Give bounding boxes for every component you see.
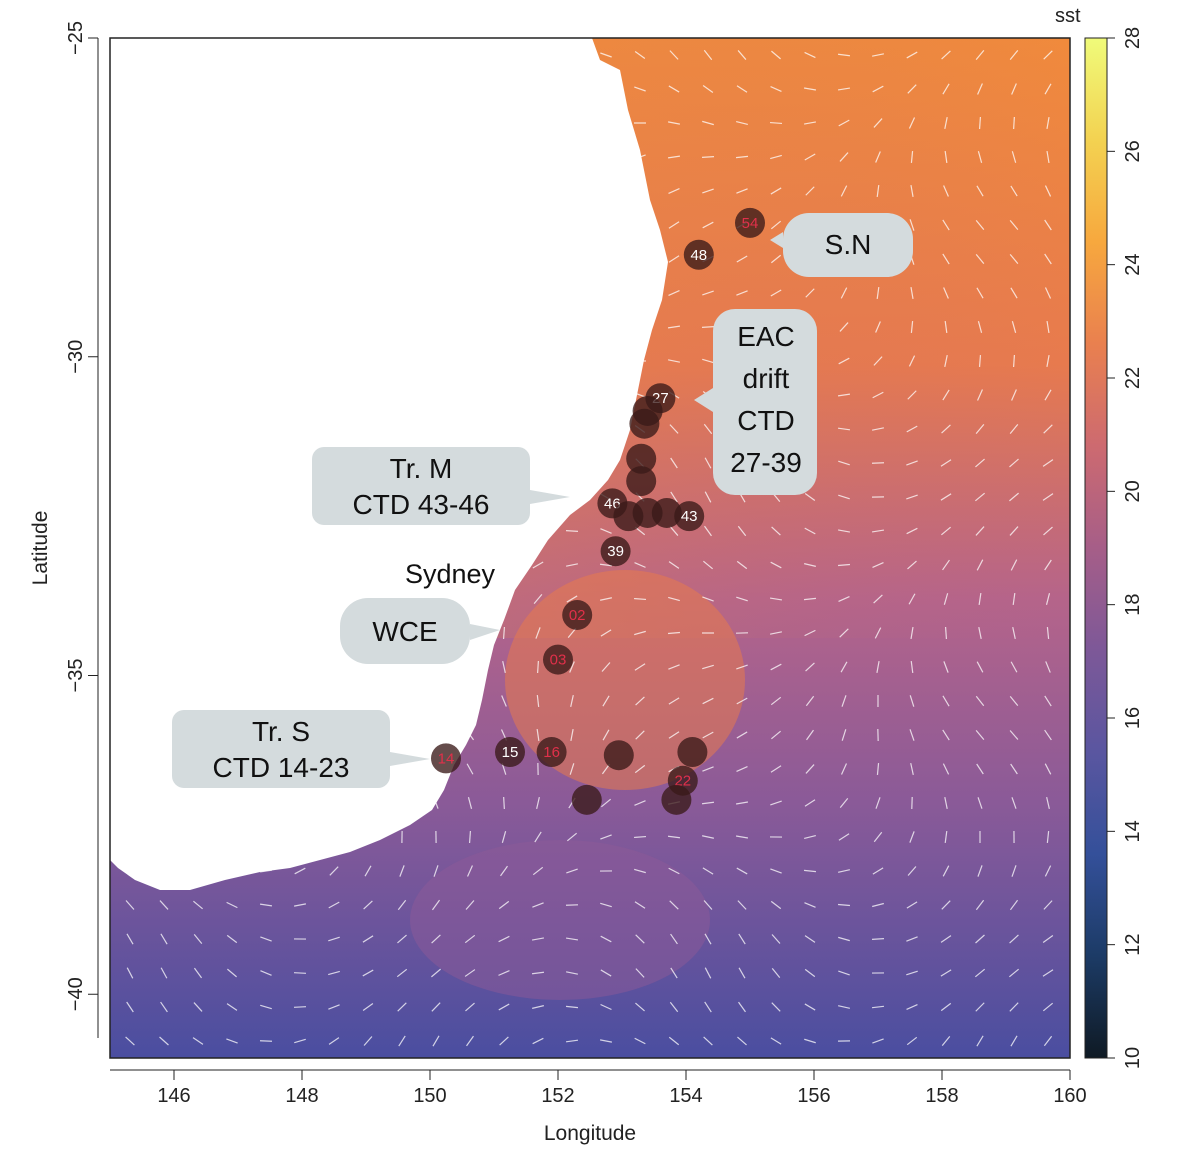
current-arrow bbox=[260, 1041, 272, 1042]
current-arrow bbox=[566, 531, 578, 532]
colorbar-tick-label: 18 bbox=[1122, 594, 1144, 616]
ctd-station-label: 54 bbox=[742, 215, 759, 232]
callout-sn: S.N bbox=[770, 213, 913, 277]
y-axis: −25 −30 −35 −40 bbox=[65, 21, 98, 1038]
colorbar-tick-label: 16 bbox=[1122, 707, 1144, 729]
ctd-station-marker bbox=[626, 466, 656, 496]
callout-eac-line4: 27-39 bbox=[730, 447, 802, 478]
ctd-station-label: 02 bbox=[569, 607, 586, 624]
colorbar-tick-label: 28 bbox=[1122, 27, 1144, 49]
ctd-station-label: 43 bbox=[681, 508, 698, 525]
x-tick-label: 160 bbox=[1053, 1085, 1086, 1107]
x-axis: 146 148 150 152 154 156 158 160 bbox=[110, 1070, 1087, 1107]
colorbar-tick-label: 12 bbox=[1122, 934, 1144, 956]
y-tick-label: −40 bbox=[65, 977, 87, 1011]
colorbar-ticks: 10 12 14 16 18 20 22 24 26 28 bbox=[1107, 27, 1144, 1069]
x-axis-title: Longitude bbox=[544, 1122, 636, 1145]
y-axis-title: Latitude bbox=[29, 511, 52, 586]
ctd-station-label: 03 bbox=[550, 652, 567, 669]
current-arrow bbox=[946, 627, 947, 639]
x-tick-label: 152 bbox=[541, 1085, 574, 1107]
current-arrow bbox=[504, 797, 505, 809]
colorbar-ramp bbox=[1085, 38, 1107, 1058]
colorbar-tick-label: 24 bbox=[1122, 254, 1144, 276]
callout-eac-line1: EAC bbox=[737, 321, 795, 352]
colorbar-tick-label: 22 bbox=[1122, 367, 1144, 389]
callout-tr-s-line1: Tr. S bbox=[252, 716, 310, 747]
colorbar-tick-label: 10 bbox=[1122, 1047, 1144, 1069]
x-tick-label: 150 bbox=[413, 1085, 446, 1107]
x-tick-label: 158 bbox=[925, 1085, 958, 1107]
ctd-station-label: 15 bbox=[502, 744, 519, 761]
ctd-station-marker bbox=[629, 409, 659, 439]
colorbar-title: sst bbox=[1055, 5, 1081, 27]
ctd-station-marker bbox=[572, 785, 602, 815]
callout-sn-label: S.N bbox=[825, 229, 872, 260]
current-arrow bbox=[1014, 355, 1015, 367]
ctd-station-label: 14 bbox=[438, 750, 455, 767]
colorbar-tick-label: 20 bbox=[1122, 480, 1144, 502]
current-arrow bbox=[702, 157, 714, 158]
callout-eac-line3: CTD bbox=[737, 405, 795, 436]
colorbar-tick-label: 26 bbox=[1122, 140, 1144, 162]
y-tick-label: −30 bbox=[65, 340, 87, 374]
cold-eddy-south bbox=[410, 840, 710, 1000]
map-panel bbox=[110, 38, 1070, 1058]
current-arrow bbox=[294, 973, 306, 974]
x-tick-label: 146 bbox=[157, 1085, 190, 1107]
x-tick-label: 156 bbox=[797, 1085, 830, 1107]
current-arrow bbox=[504, 627, 505, 639]
current-arrow bbox=[980, 117, 981, 129]
ctd-station-marker bbox=[677, 737, 707, 767]
ctd-station-label: 48 bbox=[690, 247, 707, 264]
city-label-sydney: Sydney bbox=[405, 559, 496, 589]
y-tick-label: −25 bbox=[65, 21, 87, 55]
callout-wce-label: WCE bbox=[372, 616, 437, 647]
x-tick-label: 154 bbox=[669, 1085, 702, 1107]
x-tick-label: 148 bbox=[285, 1085, 318, 1107]
ctd-station-marker bbox=[661, 785, 691, 815]
ctd-station-marker bbox=[604, 740, 634, 770]
colorbar-tick-label: 14 bbox=[1122, 820, 1144, 842]
callout-tr-m-line2: CTD 43-46 bbox=[353, 489, 490, 520]
current-arrow bbox=[872, 939, 884, 940]
current-arrow bbox=[538, 661, 539, 673]
ctd-station-label: 16 bbox=[543, 744, 560, 761]
callout-tr-s-line2: CTD 14-23 bbox=[213, 752, 350, 783]
callout-eac-line2: drift bbox=[743, 363, 790, 394]
current-arrow bbox=[702, 327, 714, 328]
current-arrow bbox=[634, 599, 646, 600]
current-arrow bbox=[294, 1007, 306, 1008]
y-tick-label: −35 bbox=[65, 659, 87, 693]
current-arrow bbox=[1014, 117, 1015, 129]
ctd-station-label: 39 bbox=[607, 543, 624, 560]
callout-tr-m-line1: Tr. M bbox=[390, 453, 453, 484]
